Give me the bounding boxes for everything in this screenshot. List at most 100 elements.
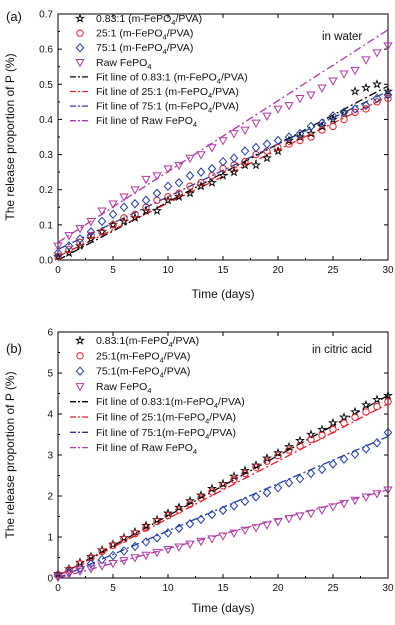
data-point-triangle-down	[317, 506, 327, 515]
data-point-triangle-down	[273, 518, 283, 527]
data-point-triangle-down	[383, 42, 393, 51]
x-tick-label: 30	[382, 265, 394, 276]
data-point-triangle-down	[53, 242, 63, 251]
data-point-diamond	[152, 188, 162, 198]
data-point-diamond	[152, 533, 162, 543]
data-point-circle	[76, 559, 84, 568]
legend-entry: Raw FePO4	[96, 57, 152, 71]
data-point-diamond	[108, 550, 118, 561]
data-point-star	[229, 166, 239, 177]
data-point-diamond	[328, 111, 338, 121]
data-point-diamond	[262, 139, 272, 149]
panel-label: (a)	[6, 9, 22, 24]
data-point-triangle-down	[86, 565, 96, 574]
legend-entry: Fit line of 0.83:1(m-FePO4/PVA)	[96, 396, 245, 410]
y-tick-label: 1	[47, 533, 53, 544]
y-tick-label: 0.2	[39, 185, 53, 196]
data-point-diamond	[372, 93, 382, 104]
data-point-diamond	[240, 496, 250, 507]
y-axis-title: The release proportion of P (%)	[3, 53, 17, 220]
data-point-star	[383, 390, 393, 400]
data-point-diamond	[361, 444, 371, 454]
data-point-star	[152, 205, 162, 215]
data-point-triangle-down	[185, 540, 195, 549]
data-point-star	[240, 465, 250, 475]
legend-entry: 25:1(m-FePO4/PVA)	[96, 350, 190, 364]
data-point-circle	[307, 133, 315, 141]
data-point-diamond	[97, 554, 107, 565]
data-point-star	[350, 86, 360, 96]
data-point-triangle-down	[64, 570, 74, 579]
data-point-diamond	[75, 234, 85, 244]
data-point-circle	[329, 425, 337, 434]
data-point-diamond	[185, 519, 195, 529]
x-axis-title: Time (days)	[192, 601, 255, 615]
data-point-diamond	[196, 514, 206, 525]
data-point-circle	[340, 419, 348, 427]
data-point-triangle-down	[97, 207, 107, 216]
data-point-triangle-down	[141, 175, 151, 185]
data-point-diamond	[295, 128, 305, 139]
data-point-triangle-down	[361, 493, 371, 502]
data-point-triangle-down	[229, 130, 239, 139]
data-point-diamond	[306, 121, 316, 132]
data-point-triangle-down	[119, 193, 129, 202]
y-tick-label: 0.7	[39, 10, 53, 21]
data-point-triangle-down	[75, 225, 85, 234]
data-point-circle	[351, 108, 359, 117]
data-point-circle	[87, 231, 95, 240]
legend-entry: Fit line of Raw FePO4	[96, 442, 197, 456]
x-tick-label: 15	[217, 265, 229, 276]
data-point-triangle-down	[97, 562, 107, 571]
data-point-diamond	[350, 449, 360, 459]
legend-marker-star	[75, 335, 85, 345]
data-point-triangle-down	[196, 537, 206, 547]
data-point-circle	[65, 566, 73, 574]
data-point-star	[207, 483, 217, 493]
legend-entry: 0.83:1 (m-FePO4/PVA)	[96, 13, 202, 27]
x-axis-title: Time (days)	[192, 287, 255, 301]
data-point-circle	[87, 553, 95, 562]
data-point-triangle-down	[163, 546, 173, 555]
legend-marker-star	[75, 13, 85, 23]
data-point-circle	[120, 214, 128, 222]
data-point-star	[372, 394, 382, 404]
data-point-triangle-down	[317, 84, 327, 93]
data-point-circle	[131, 530, 139, 538]
data-point-diamond	[64, 241, 74, 251]
data-point-circle	[274, 452, 282, 460]
data-point-star	[218, 170, 228, 180]
data-point-circle	[120, 535, 128, 543]
data-point-star	[185, 495, 195, 506]
data-point-diamond	[383, 427, 393, 438]
data-point-triangle-down	[174, 161, 184, 171]
data-point-circle	[98, 547, 106, 556]
data-point-star	[130, 526, 140, 537]
data-point-circle	[186, 182, 194, 190]
data-point-diamond	[218, 505, 228, 516]
data-point-star	[207, 177, 217, 187]
legend-entry: Fit line of 75:1(m-FePO4/PVA)	[96, 427, 236, 441]
legend-entry: Fit line of 25:1(m-FePO4/PVA)	[96, 412, 236, 426]
y-tick-label: 0.0	[39, 256, 53, 267]
data-point-star	[306, 128, 316, 138]
data-point-triangle-down	[196, 151, 206, 160]
data-point-triangle-down	[119, 557, 129, 566]
y-tick-label: 0.3	[39, 150, 53, 161]
data-point-triangle-down	[361, 56, 371, 65]
data-point-circle	[307, 435, 315, 444]
x-tick-label: 10	[162, 265, 174, 276]
data-point-triangle-down	[240, 526, 250, 536]
data-point-circle	[197, 494, 205, 502]
data-point-triangle-down	[75, 567, 85, 577]
chart-panel-a: 0 5 10 15 20 25 30 0.0 0.1 0.2 0.3 0.4 0.5 0.6 0.7 Time…	[3, 9, 394, 301]
data-point-diamond	[196, 167, 206, 177]
data-point-triangle-down	[152, 172, 162, 181]
legend-marker-circle	[76, 352, 84, 360]
y-tick-label: 0.5	[39, 80, 53, 91]
data-point-diamond	[240, 146, 250, 156]
data-point-triangle-down	[174, 543, 184, 552]
data-point-diamond	[97, 216, 107, 227]
data-point-diamond	[295, 474, 305, 484]
